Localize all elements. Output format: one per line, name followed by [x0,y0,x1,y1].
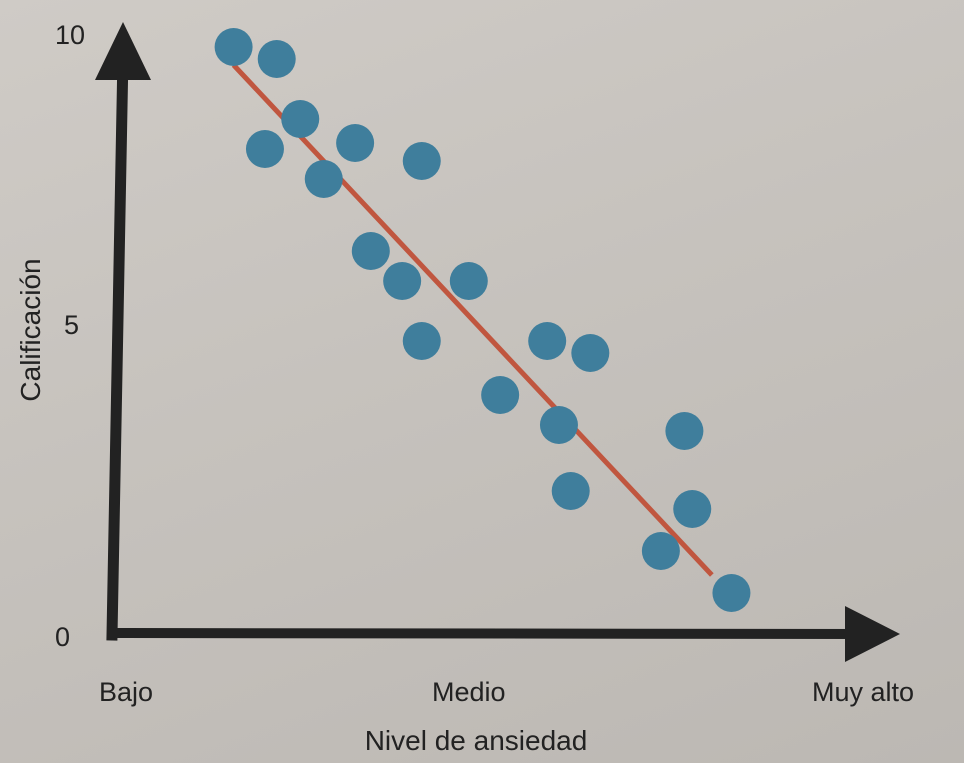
data-point-4 [281,100,320,138]
data-point-9 [383,262,422,300]
x-tick-label-bajo: Bajo [99,677,153,707]
x-tick-label-medio: Medio [432,677,506,707]
y-tick-label-10: 10 [55,20,85,50]
trend-line [231,63,714,577]
data-point-18 [673,490,712,528]
x-tick-label-muy-alto: Muy alto [812,677,914,707]
data-point-16 [551,472,590,510]
y-axis-arrowhead [95,22,151,80]
data-points [214,28,751,612]
data-point-6 [304,160,343,198]
data-point-19 [641,532,680,570]
data-point-1 [214,28,253,66]
x-axis [106,628,866,639]
data-point-17 [665,412,704,450]
data-point-2 [257,40,296,78]
data-point-20 [712,574,751,612]
x-axis-arrowhead [845,606,900,662]
data-point-3 [245,130,284,168]
data-point-7 [402,142,441,180]
data-point-10 [449,262,488,300]
data-point-14 [481,376,520,414]
x-axis-title: Nivel de ansiedad [365,725,588,756]
y-tick-label-0: 0 [55,622,70,652]
y-tick-label-5: 5 [64,310,79,340]
y-axis [106,49,129,641]
data-point-8 [351,232,390,270]
y-axis-title: Calificación [15,258,46,401]
data-point-11 [402,322,441,360]
data-point-15 [539,406,578,444]
data-point-5 [336,124,375,162]
data-point-12 [528,322,567,360]
data-point-13 [571,334,610,372]
